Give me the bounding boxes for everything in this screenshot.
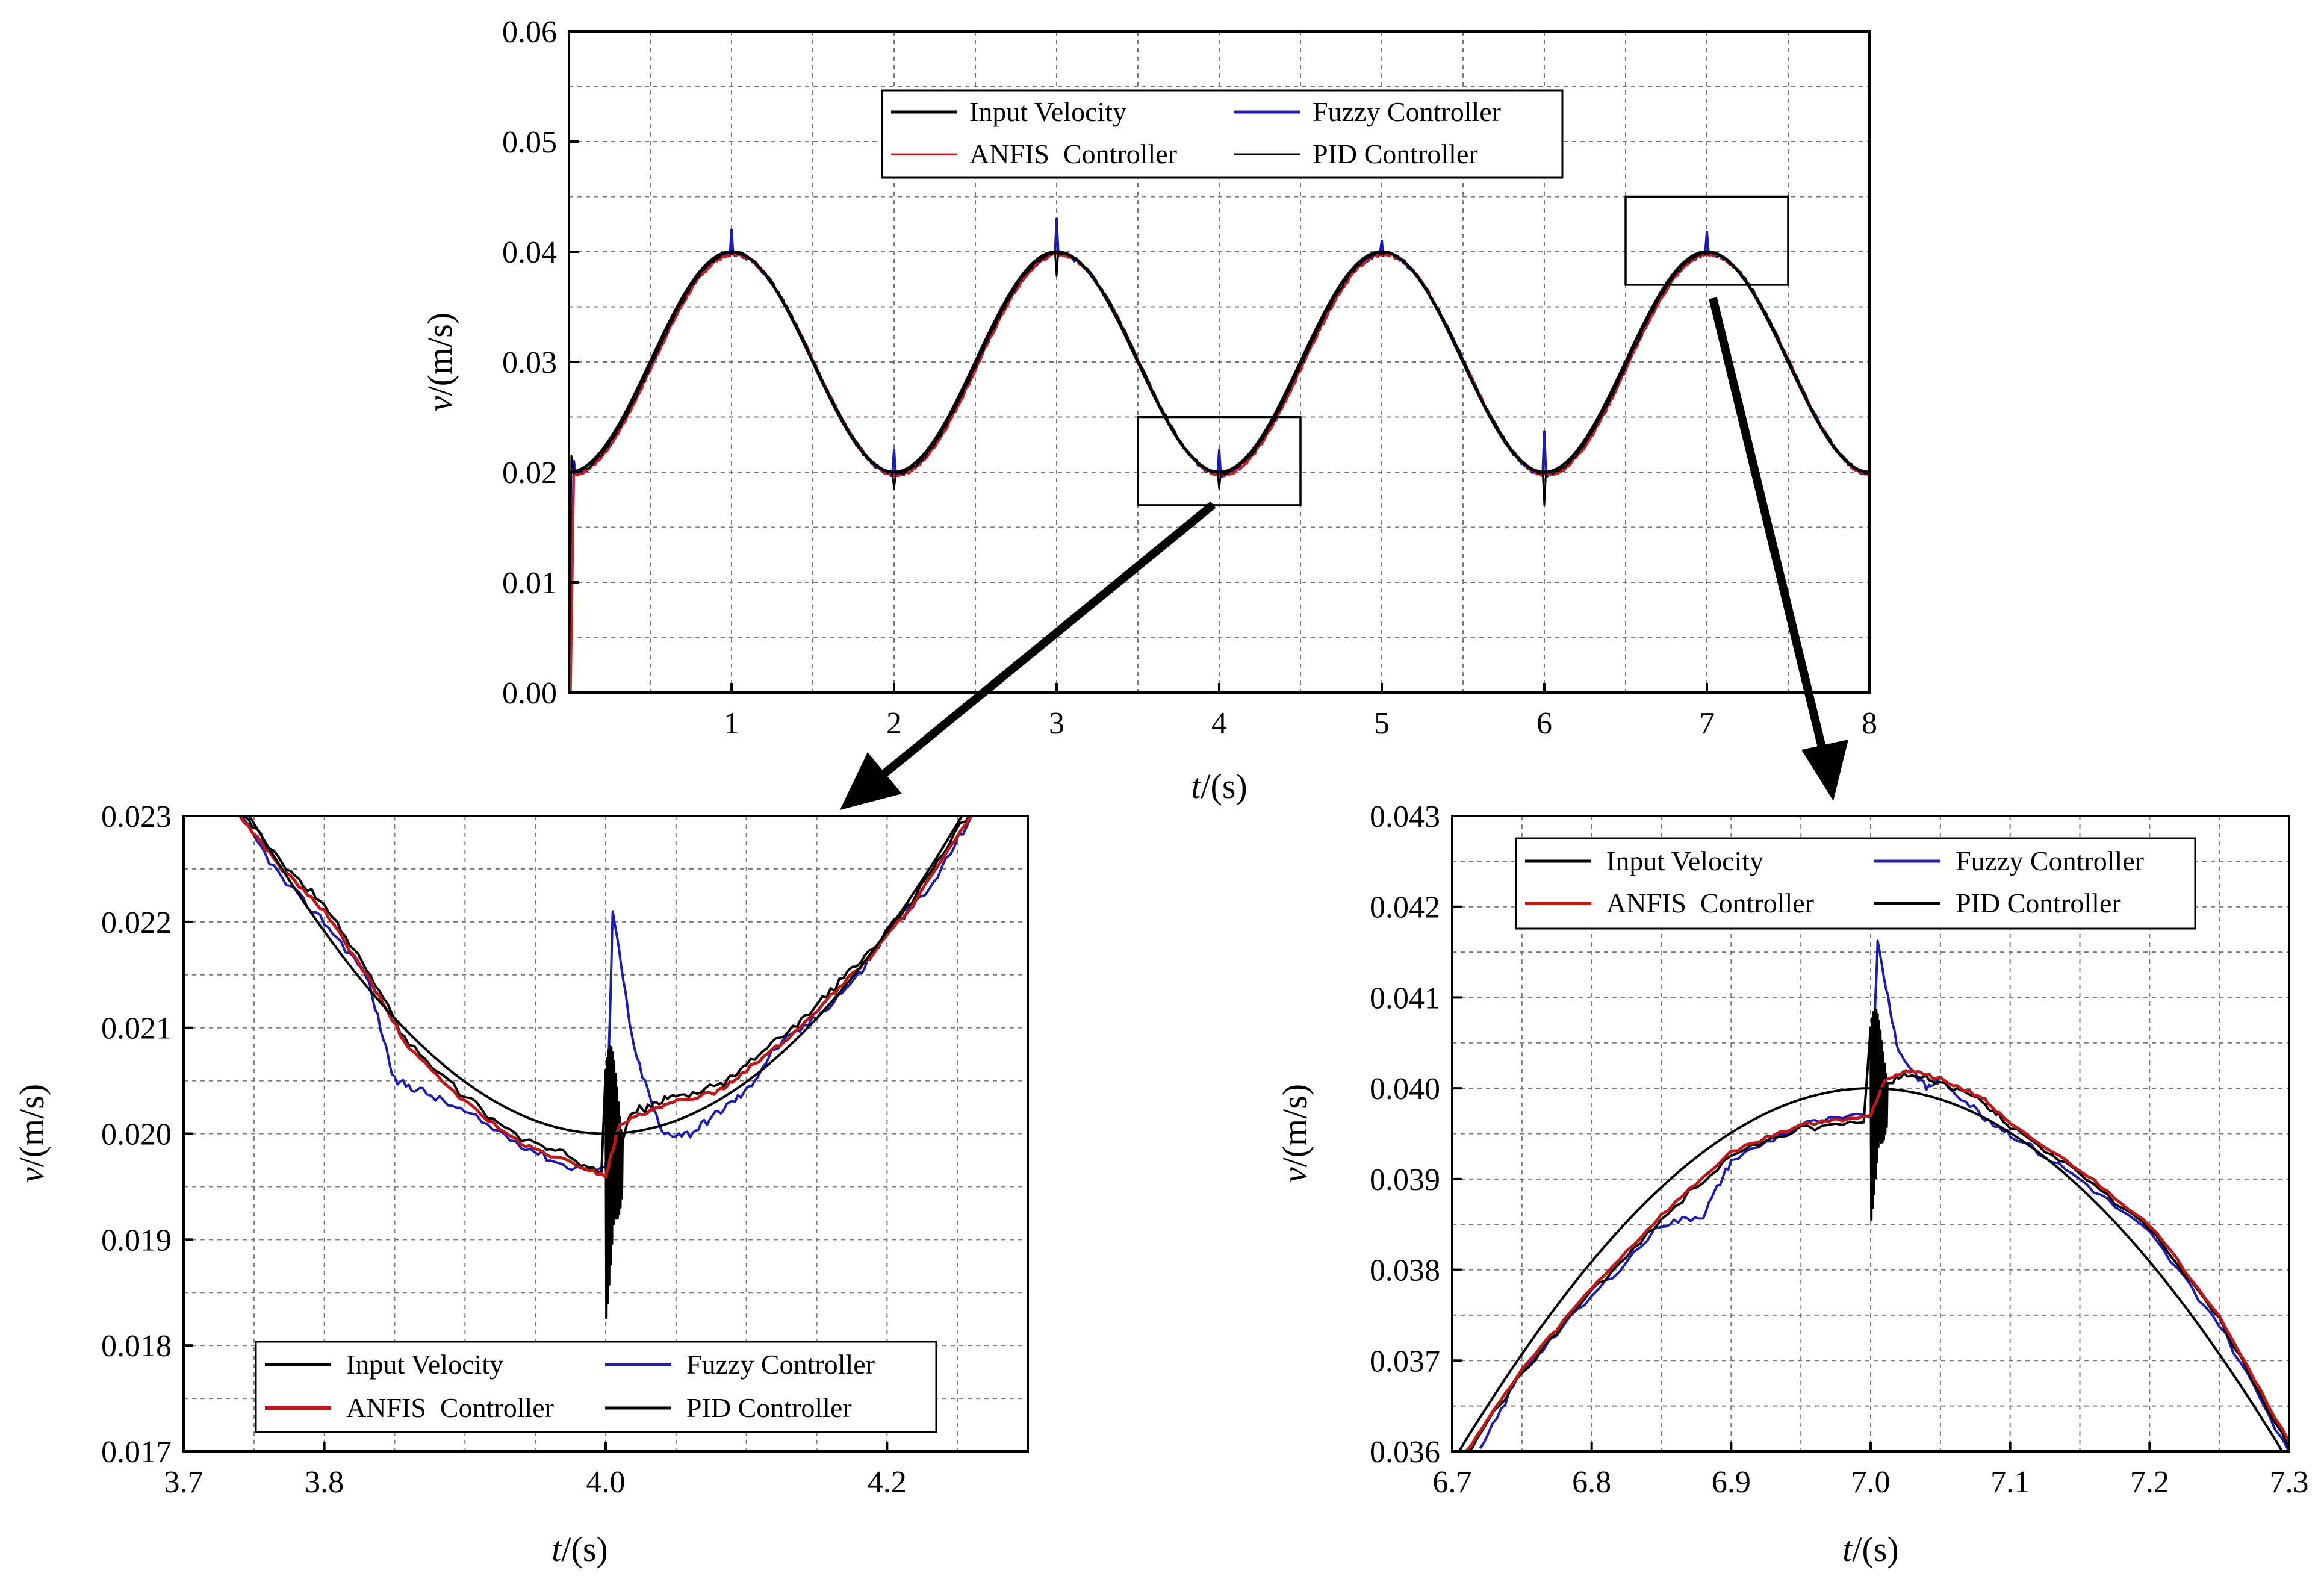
series-pid [242,816,971,1319]
zoom-peak-ytick-label: 0.037 [1370,1344,1440,1378]
zoom-peak-ytick-label: 0.042 [1370,891,1440,925]
legend-label-anfis: ANFIS Controller [969,139,1177,169]
series-input-velocity [248,816,963,1135]
series-fuzzy [1479,939,2289,1451]
legend-label-pid: PID Controller [1956,888,2121,918]
series-anfis [1465,1068,2289,1451]
overview-ytick-label: 0.06 [502,15,557,49]
overview-xtick-label: 6 [1536,706,1552,741]
zoom-trough-ylabel: v/(m/s) [12,1084,51,1183]
zoom-trough-legend: Input Velocity Fuzzy Controller ANFIS Co… [255,1341,937,1433]
zoom-arrow-trough [870,501,1216,786]
zoom-trough-ytick-label: 0.018 [101,1329,172,1363]
overview-xtick-label: 8 [1862,706,1877,741]
zoom-trough-xtick-label: 3.8 [305,1465,344,1499]
zoom-trough-ytick-label: 0.023 [101,800,172,834]
zoom-peak-xtick-label: 7.2 [2130,1465,2169,1499]
overview-xlabel: t/(s) [1191,767,1247,806]
zoom-peak-xtick-label: 7.1 [1990,1465,2030,1499]
zoom-trough-series [238,816,973,1319]
zoom-peak-ytick-label: 0.040 [1370,1072,1440,1106]
zoom-peak-ticks: 6.7 6.8 6.9 7.0 7.1 7.2 7.3 0.036 0.037 0.038 0.03… [1370,800,2309,1499]
series-input-velocity [569,250,1869,474]
legend-label-input: Input Velocity [346,1349,503,1380]
zoom-peak-xtick-label: 7.0 [1851,1465,1891,1499]
overview-ylabel: v/(m/s) [420,313,459,411]
zoom-peak-xlabel: t/(s) [1842,1530,1898,1569]
zoom-peak-xtick-label: 6.9 [1712,1465,1751,1499]
zoom-peak-ytick-label: 0.038 [1370,1254,1440,1288]
overview-ytick-label: 0.01 [502,566,557,600]
zoom-peak-ytick-label: 0.036 [1370,1435,1440,1469]
series-anfis [238,816,973,1179]
overview-xtick-label: 5 [1374,706,1390,741]
legend-label-fuzzy: Fuzzy Controller [1313,96,1501,127]
legend-label-input: Input Velocity [1606,845,1763,876]
zoom-trough-xtick-label: 4.0 [586,1465,626,1499]
zoom-arrow-peak [1709,297,1827,751]
overview-ytick-label: 0.00 [502,676,557,711]
zoom-trough-xtick-label: 3.7 [164,1465,204,1499]
zoom-trough-ytick-label: 0.017 [101,1435,172,1469]
overview-ytick-label: 0.04 [502,235,557,270]
zoom-peak-legend: Input Velocity Fuzzy Controller ANFIS Co… [1515,837,2196,930]
legend-label-fuzzy: Fuzzy Controller [1956,845,2144,876]
overview-xtick-label: 3 [1049,706,1064,741]
zoom-trough-xtick-label: 4.2 [868,1465,907,1499]
overview-xtick-label: 7 [1699,706,1715,741]
overview-zoom-boxes [1137,195,1789,506]
zoom-peak-xtick-label: 6.8 [1572,1465,1611,1499]
legend-label-fuzzy: Fuzzy Controller [686,1349,875,1380]
zoom-peak-xtick-label: 7.3 [2270,1465,2309,1499]
overview-legend: Input Velocity Fuzzy Controller ANFIS Co… [881,89,1564,179]
overview-chart: 1 2 3 4 5 6 7 8 0.00 0.01 0.02 0.03 0.04 0.05 0.06 t/(… [420,15,1877,806]
zoom-trough-ticks: 3.7 3.8 4.0 4.2 0.017 0.018 0.019 0.020 0.021 0.0… [101,800,907,1499]
zoom-peak-chart: 6.7 6.8 6.9 7.0 7.1 7.2 7.3 0.036 0.037 0.038 0.03… [1275,800,2309,1569]
zoom-arrow-peak-head [1801,740,1848,801]
zoom-peak-ytick-label: 0.043 [1370,800,1440,834]
zoom-arrows [840,297,1848,810]
series-fuzzy [569,217,1869,693]
zoom-peak-ylabel: v/(m/s) [1275,1084,1314,1183]
zoom-trough-chart: 3.7 3.8 4.0 4.2 0.017 0.018 0.019 0.020 0.021 0.0… [12,800,1029,1569]
series-input-velocity [1457,1087,2284,1451]
overview-xtick-label: 2 [886,706,902,741]
zoom-box-0 [1137,416,1302,506]
legend-label-pid: PID Controller [686,1392,852,1423]
overview-ytick-label: 0.03 [502,346,557,380]
overview-ticks: 1 2 3 4 5 6 7 8 0.00 0.01 0.02 0.03 0.04 0.05 0.06 [502,15,1877,741]
zoom-trough-ytick-label: 0.022 [101,906,172,940]
zoom-trough-ytick-label: 0.021 [101,1012,172,1046]
zoom-trough-xlabel: t/(s) [551,1530,607,1569]
series-pid [569,251,1869,693]
zoom-trough-ytick-label: 0.019 [101,1223,172,1257]
zoom-peak-ytick-label: 0.039 [1370,1163,1440,1197]
series-pid [1465,1008,2289,1451]
zoom-peak-ytick-label: 0.041 [1370,981,1440,1015]
zoom-peak-series [1457,939,2289,1451]
legend-label-input: Input Velocity [969,96,1126,127]
legend-label-pid: PID Controller [1313,139,1478,169]
overview-ytick-label: 0.02 [502,456,557,490]
legend-label-anfis: ANFIS Controller [1606,888,1814,918]
overview-series [569,217,1869,693]
zoom-peak-xtick-label: 6.7 [1433,1465,1472,1499]
overview-ytick-label: 0.05 [502,125,557,160]
overview-xtick-label: 4 [1211,706,1227,741]
legend-label-anfis: ANFIS Controller [346,1392,554,1423]
zoom-trough-ytick-label: 0.020 [101,1118,172,1152]
overview-xtick-label: 1 [724,706,739,741]
zoom-box-1 [1624,195,1789,286]
zoom-arrow-trough-head [840,752,902,810]
